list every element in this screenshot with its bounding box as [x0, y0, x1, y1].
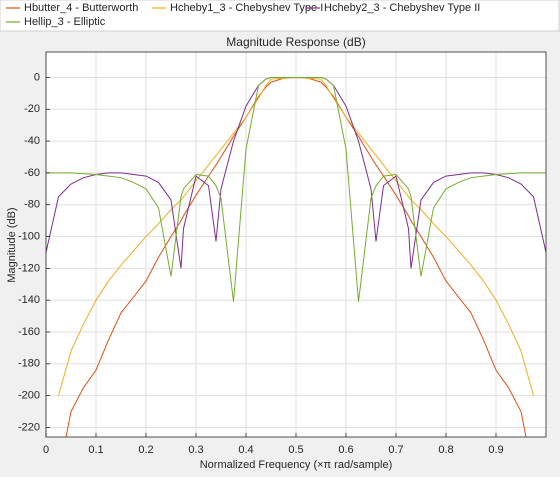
chart-title: Magnitude Response (dB) — [226, 35, 365, 49]
x-tick-label: 0.4 — [238, 444, 253, 456]
y-tick-label: -140 — [18, 294, 40, 306]
y-tick-label: -60 — [24, 167, 40, 179]
y-tick-label: -200 — [18, 390, 40, 402]
legend-box — [0, 0, 560, 32]
x-tick-label: 0.5 — [288, 444, 303, 456]
x-tick-label: 0.7 — [388, 444, 403, 456]
legend: Hbutter_4 - Butterworth Hcheby1_3 - Cheby… — [6, 2, 480, 28]
x-axis-label: Normalized Frequency (×π rad/sample) — [200, 459, 393, 471]
x-tick-label: 0 — [43, 444, 49, 456]
legend-label: Hbutter_4 - Butterworth — [24, 2, 138, 14]
x-tick-label: 0.1 — [88, 444, 103, 456]
x-tick-label: 0.6 — [338, 444, 353, 456]
y-tick-label: -120 — [18, 262, 40, 274]
lines — [46, 76, 546, 437]
y-tick-label: -100 — [18, 230, 40, 242]
legend-label: Hcheby2_3 - Chebyshev Type II — [324, 2, 480, 14]
y-tick-label: -180 — [18, 358, 40, 370]
y-tick-label: -160 — [18, 326, 40, 338]
legend-label: Hellip_3 - Elliptic — [24, 16, 106, 28]
y-tick-label: 0 — [34, 71, 40, 83]
labels: 0 -20 -40 -60 -80 -100 -120 -140 -160 -180 -200 -22… — [18, 71, 504, 456]
y-tick-label: -40 — [24, 135, 40, 147]
x-tick-label: 0.9 — [488, 444, 503, 456]
x-tick-label: 0.8 — [438, 444, 453, 456]
y-tick-label: -80 — [24, 199, 40, 211]
y-tick-label: -20 — [24, 103, 40, 115]
series-line — [46, 76, 546, 302]
y-axis-label: Magnitude (dB) — [6, 207, 18, 282]
x-tick-label: 0.2 — [138, 444, 153, 456]
x-tick-label: 0.3 — [188, 444, 203, 456]
y-tick-label: -220 — [18, 421, 40, 433]
legend-label: Hcheby1_3 - Chebyshev Type I — [170, 2, 323, 14]
